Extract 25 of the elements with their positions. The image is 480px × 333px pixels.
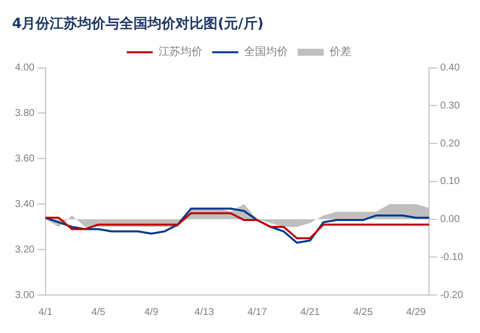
- x-tick-label: 4/29: [406, 306, 426, 318]
- y-tick-label: 3.80: [14, 108, 35, 119]
- y2-tick-label: 0.00: [440, 214, 460, 226]
- legend-label: 全国均价: [244, 45, 288, 58]
- y-tick-label: 3.40: [14, 198, 35, 210]
- y-tick-label: 3.00: [14, 290, 35, 301]
- x-tick-label: 4/9: [144, 306, 159, 318]
- x-tick-label: 4/25: [353, 306, 374, 318]
- y2-tick-label: -0.10: [440, 252, 464, 263]
- x-tick-label: 4/13: [194, 306, 214, 318]
- legend-label: 江苏均价: [158, 45, 202, 58]
- x-tick-label: 4/5: [91, 306, 106, 318]
- x-tick-label: 4/21: [300, 306, 320, 318]
- y2-tick-label: -0.20: [440, 290, 464, 301]
- y-tick-label: 3.60: [14, 153, 35, 164]
- x-tick-label: 4/1: [38, 306, 53, 318]
- legend-label: 价差: [328, 45, 352, 58]
- x-tick-label: 4/17: [247, 306, 268, 318]
- y2-tick-label: 0.30: [440, 100, 460, 112]
- y2-tick-label: 0.20: [440, 138, 460, 150]
- y-tick-label: 4.00: [14, 62, 35, 74]
- chart-title: 4月份江苏均价与全国均价对比图(元/斤): [12, 15, 264, 32]
- y2-tick-label: 0.10: [440, 176, 460, 188]
- y2-tick-label: 0.40: [440, 62, 460, 74]
- y-tick-label: 3.20: [14, 244, 35, 256]
